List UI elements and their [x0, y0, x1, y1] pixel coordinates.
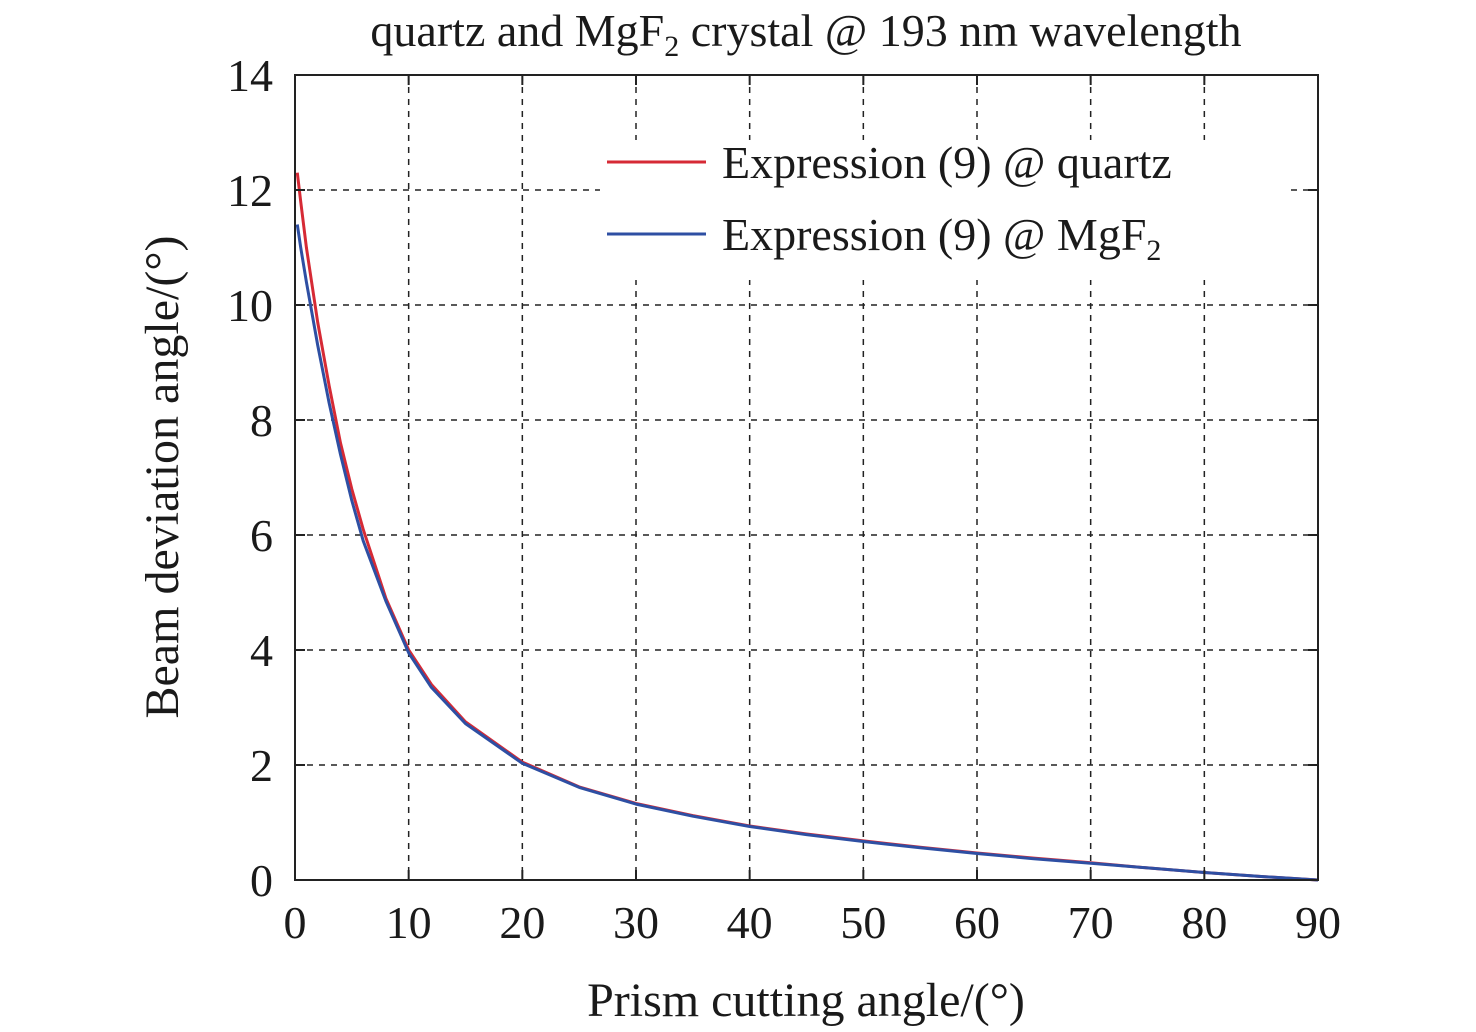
y-tick-label: 2	[250, 740, 273, 791]
legend-label-quartz: Expression (9) @ quartz	[722, 137, 1172, 188]
legend-label-mgf2: Expression (9) @ MgF2	[722, 209, 1161, 267]
chart-title-subscript: 2	[664, 30, 679, 63]
x-tick-label: 80	[1181, 897, 1227, 948]
chart-title-main: quartz and MgF	[370, 5, 664, 56]
y-tick-label: 4	[250, 625, 273, 676]
x-tick-label: 30	[613, 897, 659, 948]
y-tick-label: 12	[227, 165, 273, 216]
legend-box	[600, 140, 1290, 280]
axis-ticks	[294, 74, 1319, 881]
chart-title-rest: crystal @ 193 nm wavelength	[679, 5, 1241, 56]
x-tick-labels: 0 10 20 30 40 50 60 70 80 90	[284, 897, 1342, 948]
y-tick-label: 6	[250, 510, 273, 561]
y-axis-label: Beam deviation angle/(°)	[136, 235, 189, 718]
y-tick-labels: 0 2 4 6 8 10 12 14	[227, 50, 273, 906]
series-line-1	[295, 224, 1319, 882]
x-tick-label: 90	[1295, 897, 1341, 948]
chart-title: quartz and MgF2 crystal @ 193 nm wavelen…	[370, 5, 1241, 63]
x-tick-label: 10	[386, 897, 432, 948]
x-axis-label: Prism cutting angle/(°)	[587, 974, 1025, 1027]
y-tick-label: 8	[250, 395, 273, 446]
x-tick-label: 40	[727, 897, 773, 948]
x-tick-label: 0	[284, 897, 307, 948]
x-tick-label: 50	[840, 897, 886, 948]
y-tick-label: 14	[227, 50, 273, 101]
y-tick-label: 10	[227, 280, 273, 331]
x-tick-label: 60	[954, 897, 1000, 948]
legend: Expression (9) @ quartz Expression (9) @…	[600, 137, 1290, 280]
x-tick-label: 70	[1068, 897, 1114, 948]
series-lines	[295, 172, 1319, 882]
legend-label-mgf2-main: Expression (9) @ MgF	[722, 209, 1146, 260]
y-tick-label: 0	[250, 855, 273, 906]
x-tick-label: 20	[499, 897, 545, 948]
legend-label-mgf2-subscript: 2	[1146, 234, 1161, 267]
plot-frame	[294, 74, 1319, 881]
